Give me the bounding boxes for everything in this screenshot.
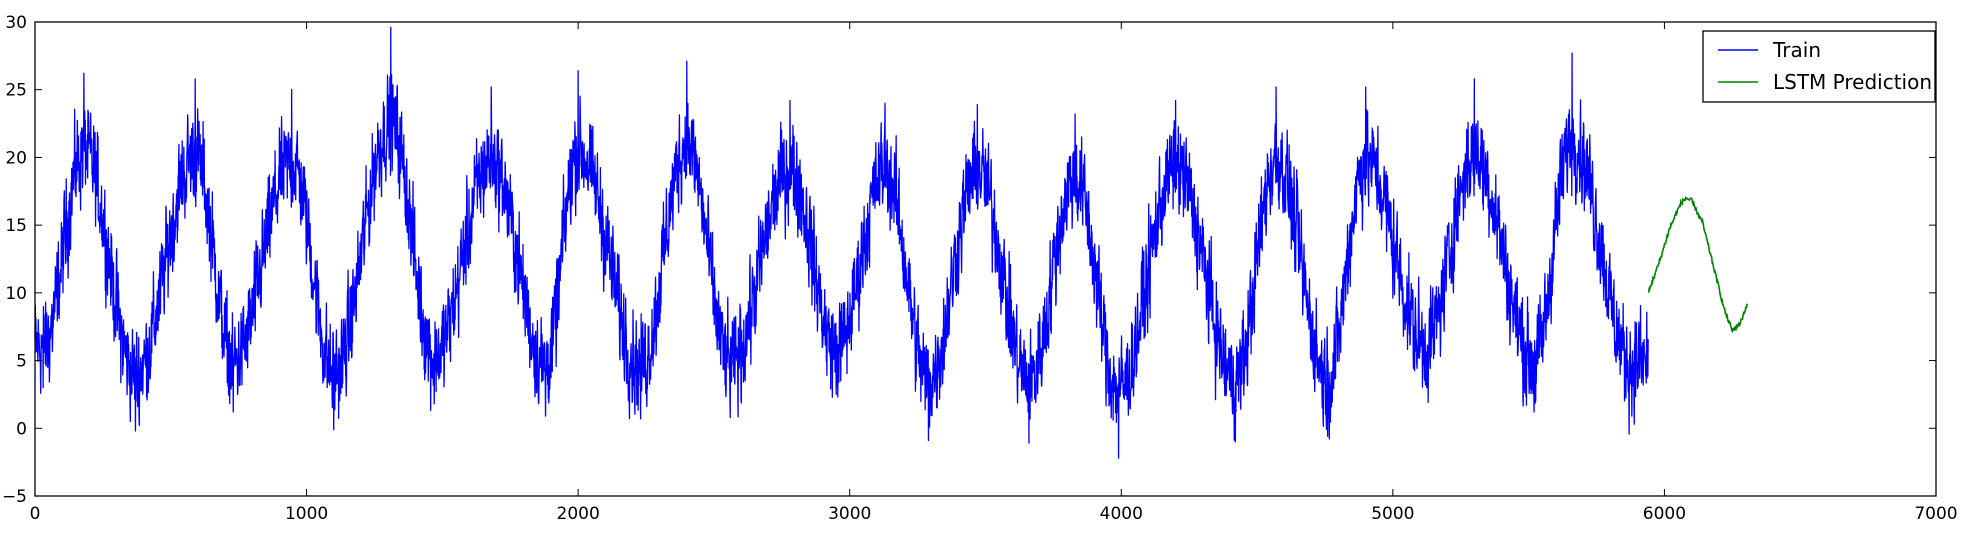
legend-label-lstm-prediction: LSTM Prediction [1773,70,1932,94]
y-tick-label: 25 [5,81,27,101]
legend: Train LSTM Prediction [1702,30,1936,103]
series-layer [34,26,1749,459]
legend-label-train: Train [1772,38,1821,62]
y-tick-label: 15 [5,216,27,236]
x-tick-label: 7000 [1914,504,1957,524]
x-tick-label: 4000 [1100,504,1143,524]
ticks-layer: 0 1000 2000 3000 4000 5000 6000 7000−5051015202… [2,13,1958,524]
x-tick-label: 5000 [1371,504,1414,524]
y-tick-label: 30 [5,13,27,33]
series-train-line [34,26,1649,459]
y-tick-label: −5 [2,487,27,507]
y-tick-label: 0 [16,419,27,439]
series-lstm-prediction-line [1647,195,1749,334]
y-tick-label: 20 [5,148,27,168]
x-tick-label: 1000 [285,504,328,524]
x-tick-label: 3000 [828,504,871,524]
legend-box [1702,30,1936,103]
y-tick-label: 5 [16,352,27,372]
y-tick-label: 10 [5,284,27,304]
x-tick-label: 0 [30,504,41,524]
x-tick-label: 6000 [1643,504,1686,524]
plot-frame [34,21,1937,497]
x-tick-label: 2000 [557,504,600,524]
